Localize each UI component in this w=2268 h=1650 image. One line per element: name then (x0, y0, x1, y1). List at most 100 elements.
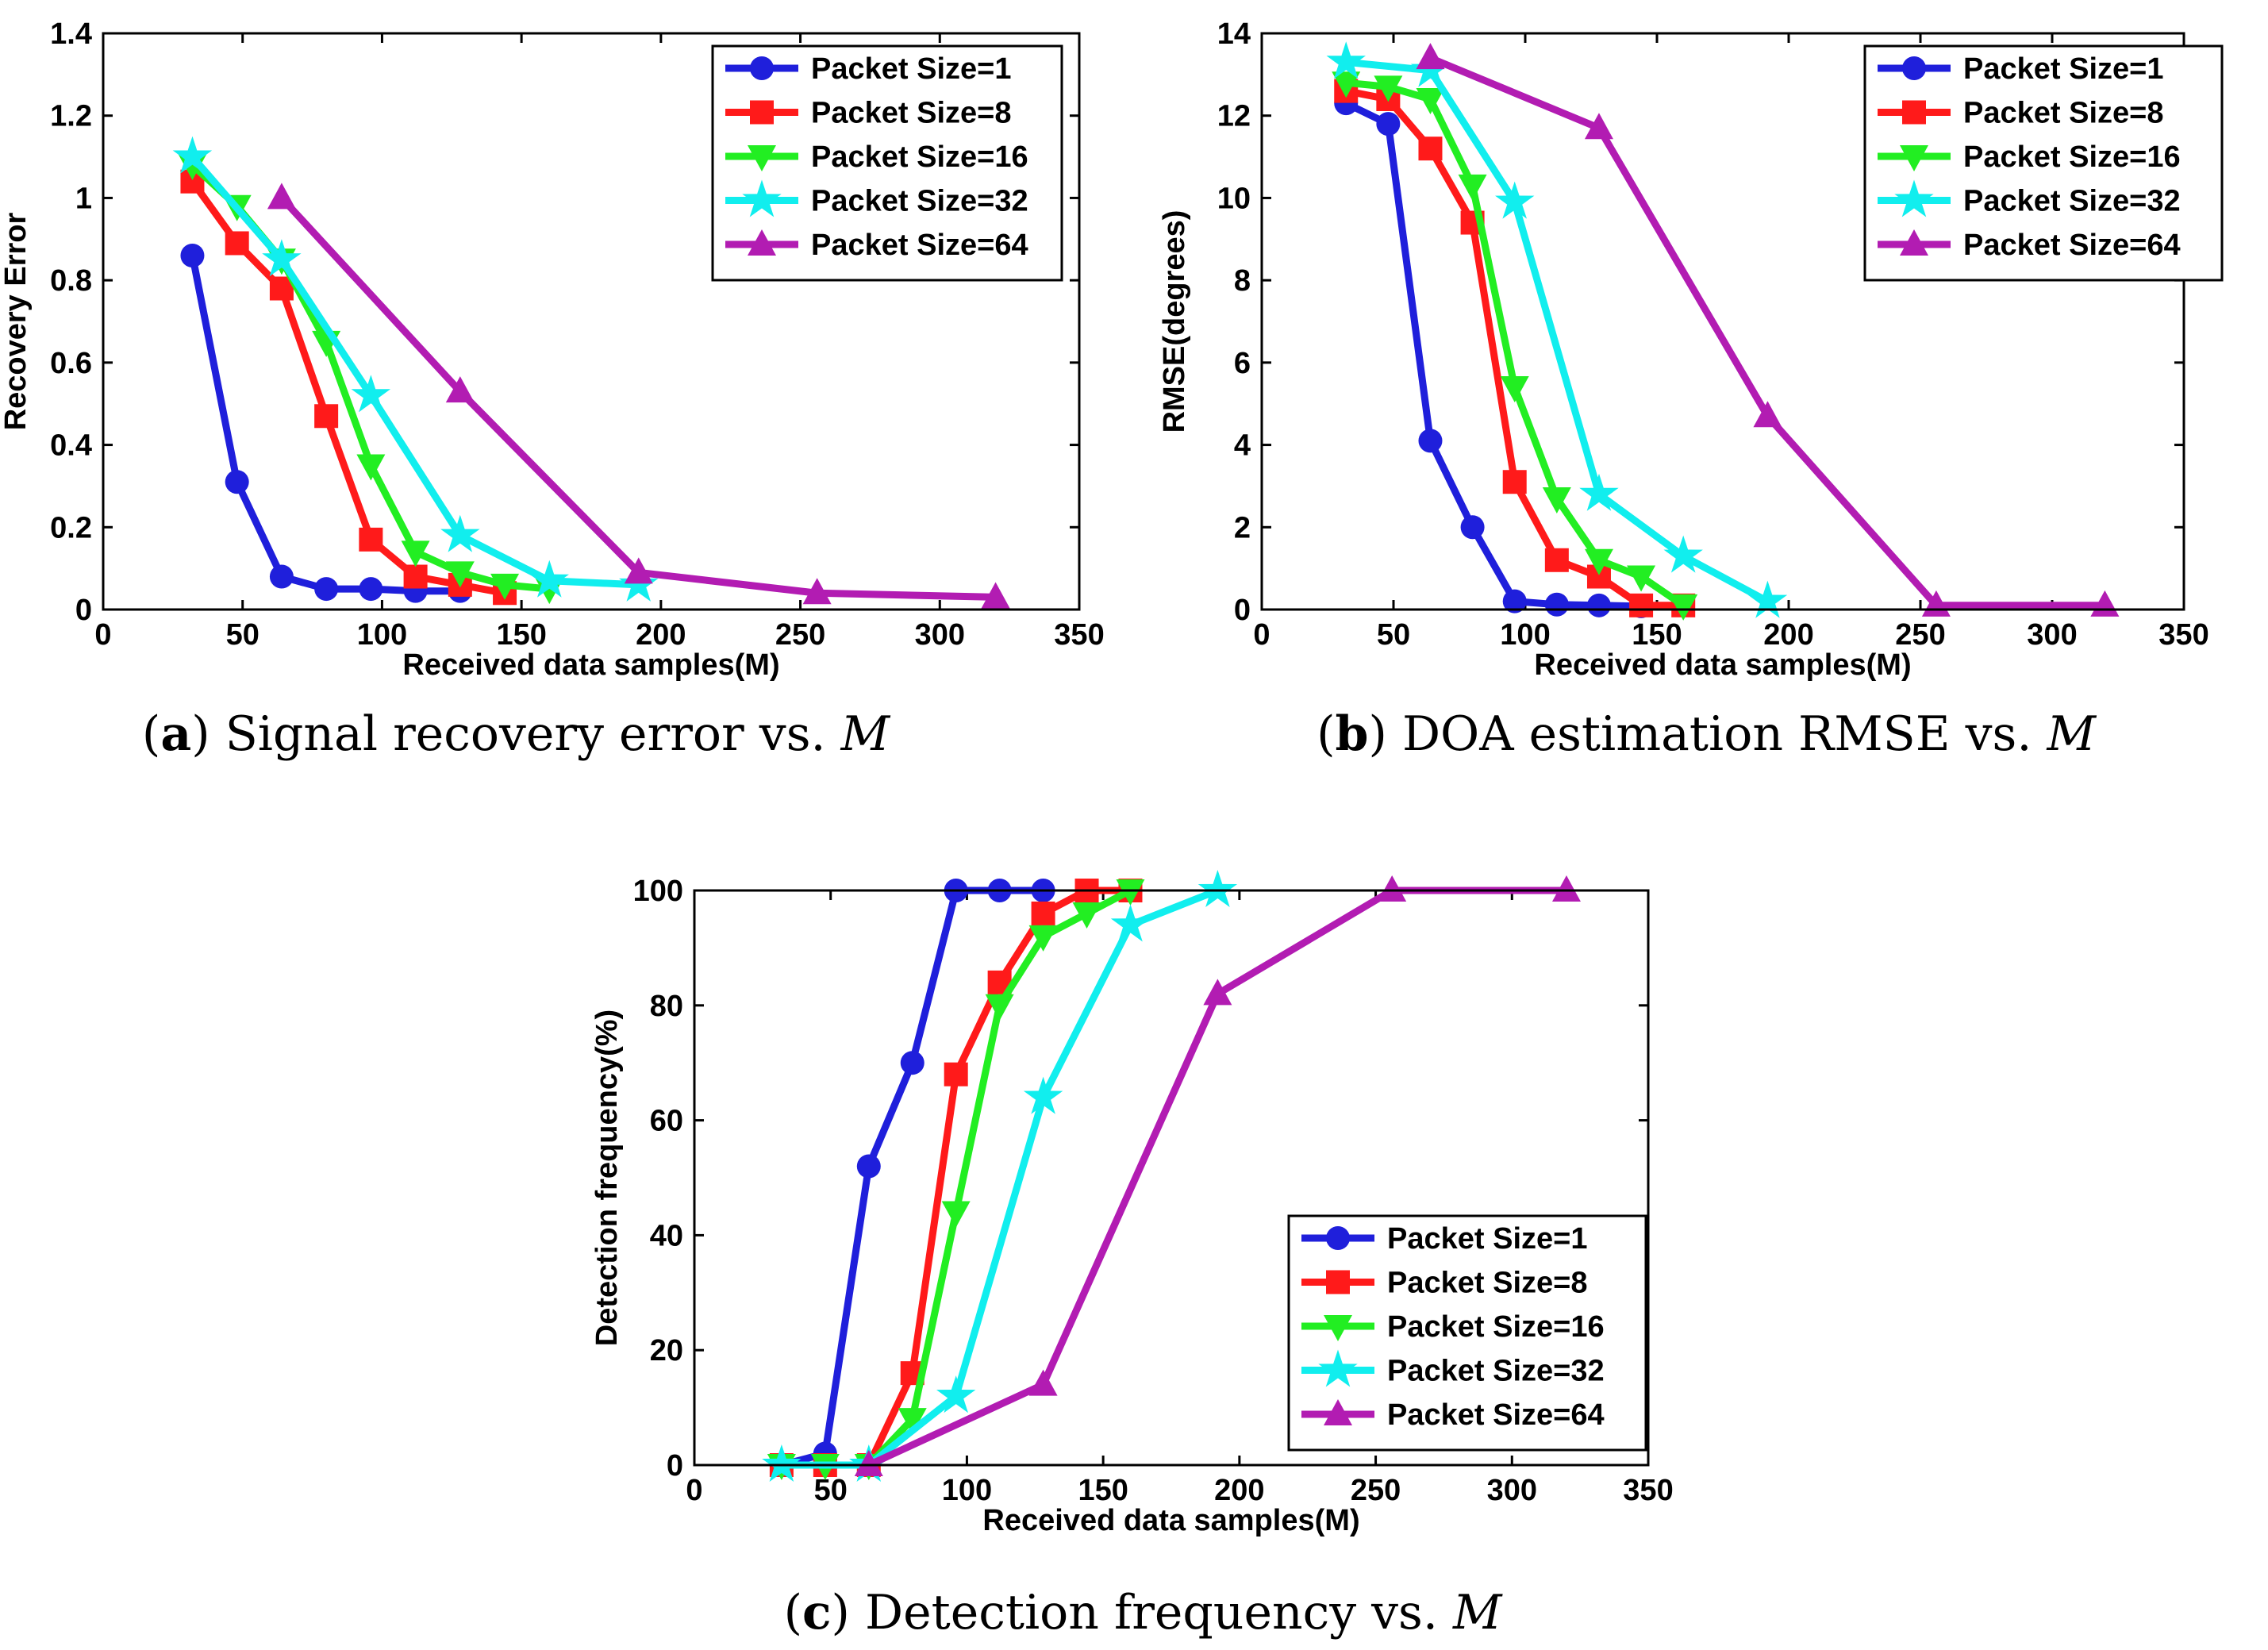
data-point (356, 454, 386, 481)
x-tick-label: 100 (1500, 618, 1550, 652)
legend-label: Packet Size=8 (1387, 1267, 1587, 1300)
data-point (262, 239, 302, 277)
legend-item: Packet Size=1 (725, 52, 1011, 86)
x-tick-label: 50 (1377, 618, 1410, 652)
series-packet-size-1 (1334, 91, 1654, 618)
caption-paren: ( (784, 1585, 802, 1640)
data-point (856, 1154, 881, 1179)
x-axis-label: Received data samples(M) (982, 1504, 1359, 1537)
y-tick-label: 60 (650, 1105, 683, 1138)
x-tick-label: 350 (1623, 1474, 1673, 1507)
y-tick-label: 0.8 (50, 264, 92, 298)
caption-letter: a (160, 706, 191, 762)
caption-letter: c (802, 1585, 832, 1640)
y-tick-label: 0.6 (50, 347, 92, 380)
caption-text: DOA estimation RMSE vs. (1402, 706, 2032, 762)
data-point (1416, 43, 1445, 70)
y-tick-label: 8 (1234, 264, 1251, 298)
data-point (1502, 589, 1527, 613)
caption-letter: b (1336, 706, 1369, 762)
legend: Packet Size=1 Packet Size=8 Packet Size=16… (1863, 44, 2224, 282)
data-point (490, 573, 520, 600)
data-point (1072, 902, 1101, 929)
data-point (1458, 174, 1487, 201)
data-point (1418, 429, 1443, 453)
caption-text: Signal recovery error vs. (225, 706, 826, 762)
y-tick-label: 1.2 (50, 100, 92, 133)
x-tick-label: 200 (1763, 618, 1813, 652)
legend-marker (1318, 1349, 1358, 1387)
chart-panel-a: 0 50 100 150 200 250 300 350 0 0.2 0.4 0.6 0.8 1 1.2 1.… (0, 17, 1105, 762)
data-point (1110, 904, 1151, 942)
data-point (440, 514, 480, 552)
legend: Packet Size=1 Packet Size=8 Packet Size=16… (1287, 1214, 1647, 1452)
caption-math: M (1452, 1585, 1503, 1640)
y-tick-label: 12 (1217, 100, 1251, 133)
data-point (445, 376, 475, 403)
legend-label: Packet Size=16 (811, 140, 1028, 174)
x-tick-label: 50 (814, 1474, 848, 1507)
data-point (900, 1051, 924, 1075)
legend-label: Packet Size=64 (811, 229, 1028, 262)
x-tick-label: 100 (357, 618, 407, 652)
data-point (180, 244, 205, 268)
data-point (1502, 470, 1527, 494)
legend-label: Packet Size=32 (1963, 185, 2181, 218)
legend-item: Packet Size=1 (1878, 52, 2163, 86)
y-tick-label: 4 (1234, 429, 1251, 463)
legend-item: Packet Size=32 (725, 179, 1028, 218)
legend-marker (750, 56, 774, 80)
data-point (1031, 901, 1055, 925)
x-tick-label: 0 (686, 1474, 702, 1507)
data-point (985, 994, 1014, 1021)
legend-item: Packet Size=8 (725, 97, 1011, 130)
y-tick-label: 0 (667, 1449, 683, 1483)
data-point (359, 577, 383, 602)
data-point (1374, 75, 1403, 102)
x-axis-label: Received data samples(M) (1534, 648, 1911, 682)
legend-label: Packet Size=16 (1963, 140, 2181, 174)
caption-paren: ) (832, 1585, 865, 1640)
y-tick-label: 100 (633, 875, 683, 908)
x-tick-label: 300 (2027, 618, 2077, 652)
legend-marker (1326, 1270, 1350, 1294)
data-point (1663, 535, 1703, 573)
legend-item: Packet Size=8 (1878, 97, 2163, 130)
y-tick-label: 6 (1234, 347, 1251, 380)
data-point (529, 560, 569, 598)
data-point (1460, 515, 1485, 540)
data-point (941, 1201, 971, 1228)
legend-label: Packet Size=32 (1387, 1355, 1605, 1388)
legend-marker (1902, 56, 1926, 80)
data-point (1203, 979, 1232, 1006)
legend-label: Packet Size=16 (1387, 1310, 1605, 1344)
legend-item: Packet Size=16 (1301, 1310, 1605, 1344)
legend-item: Packet Size=64 (1878, 229, 2181, 262)
legend-label: Packet Size=32 (811, 185, 1028, 218)
y-tick-label: 2 (1234, 511, 1251, 544)
data-point (1629, 593, 1654, 617)
legend-marker (1894, 179, 1934, 217)
data-point (225, 231, 249, 256)
legend-marker (750, 100, 774, 125)
x-tick-label: 250 (1351, 1474, 1401, 1507)
caption-math: M (2046, 706, 2097, 762)
data-point (1747, 580, 1788, 618)
x-tick-label: 200 (1214, 1474, 1264, 1507)
axis-frame (102, 32, 1081, 611)
x-tick-label: 350 (2158, 618, 2208, 652)
data-point (1584, 548, 1613, 575)
y-axis-label: Detection frequency(%) (590, 1010, 624, 1346)
legend-item: Packet Size=8 (1301, 1267, 1587, 1300)
data-point (359, 527, 383, 552)
data-point (1495, 181, 1535, 219)
legend-marker (1324, 1399, 1352, 1425)
x-tick-label: 0 (1253, 618, 1270, 652)
y-tick-label: 14 (1217, 17, 1251, 51)
y-tick-label: 0.2 (50, 511, 92, 544)
legend-marker (1900, 145, 1928, 171)
figure-caption: (a) Signal recovery error vs. M (142, 706, 891, 762)
caption-paren: ( (1317, 706, 1335, 762)
data-point (401, 540, 430, 567)
axis-frame (1260, 32, 2185, 611)
